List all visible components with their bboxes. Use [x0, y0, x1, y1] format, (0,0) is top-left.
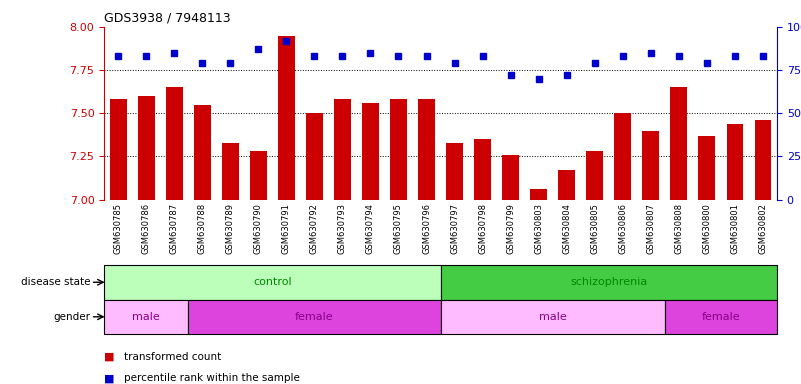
Bar: [306, 113, 323, 200]
Text: female: female: [702, 312, 740, 322]
Bar: [446, 143, 463, 200]
Text: GSM630785: GSM630785: [114, 203, 123, 254]
Text: GSM630798: GSM630798: [478, 203, 487, 254]
Text: disease state: disease state: [21, 277, 91, 287]
Bar: [104, 300, 188, 334]
Bar: [138, 96, 155, 200]
Text: ■: ■: [104, 352, 115, 362]
Text: GSM630805: GSM630805: [590, 203, 599, 254]
Bar: [188, 300, 441, 334]
Text: GSM630808: GSM630808: [674, 203, 683, 254]
Bar: [670, 88, 687, 200]
Bar: [390, 99, 407, 200]
Text: GSM630795: GSM630795: [394, 203, 403, 254]
Bar: [530, 189, 547, 200]
Text: ■: ■: [104, 373, 115, 383]
Bar: [642, 131, 659, 200]
Text: gender: gender: [54, 312, 91, 322]
Bar: [222, 143, 239, 200]
Text: GDS3938 / 7948113: GDS3938 / 7948113: [104, 11, 231, 24]
Text: GSM630790: GSM630790: [254, 203, 263, 254]
Text: GSM630807: GSM630807: [646, 203, 655, 254]
Text: GSM630800: GSM630800: [702, 203, 711, 254]
Bar: [698, 136, 715, 200]
Bar: [250, 151, 267, 200]
Text: GSM630789: GSM630789: [226, 203, 235, 254]
Text: female: female: [295, 312, 334, 322]
Text: GSM630796: GSM630796: [422, 203, 431, 254]
Bar: [110, 99, 127, 200]
Bar: [362, 103, 379, 200]
Bar: [755, 120, 771, 200]
Bar: [441, 300, 665, 334]
Text: transformed count: transformed count: [124, 352, 221, 362]
Text: GSM630792: GSM630792: [310, 203, 319, 254]
Bar: [727, 124, 743, 200]
Bar: [586, 151, 603, 200]
Bar: [418, 99, 435, 200]
Text: GSM630788: GSM630788: [198, 203, 207, 254]
Bar: [474, 139, 491, 200]
Text: GSM630806: GSM630806: [618, 203, 627, 254]
Bar: [104, 265, 441, 300]
Text: control: control: [253, 277, 292, 287]
Bar: [558, 170, 575, 200]
Bar: [334, 99, 351, 200]
Text: GSM630794: GSM630794: [366, 203, 375, 254]
Text: GSM630803: GSM630803: [534, 203, 543, 254]
Text: male: male: [539, 312, 566, 322]
Text: GSM630802: GSM630802: [759, 203, 767, 254]
Text: GSM630791: GSM630791: [282, 203, 291, 254]
Text: male: male: [132, 312, 160, 322]
Bar: [278, 36, 295, 200]
Bar: [614, 113, 631, 200]
Bar: [502, 155, 519, 200]
Bar: [665, 300, 777, 334]
Text: GSM630793: GSM630793: [338, 203, 347, 254]
Bar: [441, 265, 777, 300]
Text: GSM630787: GSM630787: [170, 203, 179, 254]
Text: percentile rank within the sample: percentile rank within the sample: [124, 373, 300, 383]
Bar: [166, 88, 183, 200]
Text: GSM630797: GSM630797: [450, 203, 459, 254]
Bar: [194, 105, 211, 200]
Text: GSM630786: GSM630786: [142, 203, 151, 254]
Text: GSM630804: GSM630804: [562, 203, 571, 254]
Text: schizophrenia: schizophrenia: [570, 277, 647, 287]
Text: GSM630801: GSM630801: [731, 203, 739, 254]
Text: GSM630799: GSM630799: [506, 203, 515, 254]
